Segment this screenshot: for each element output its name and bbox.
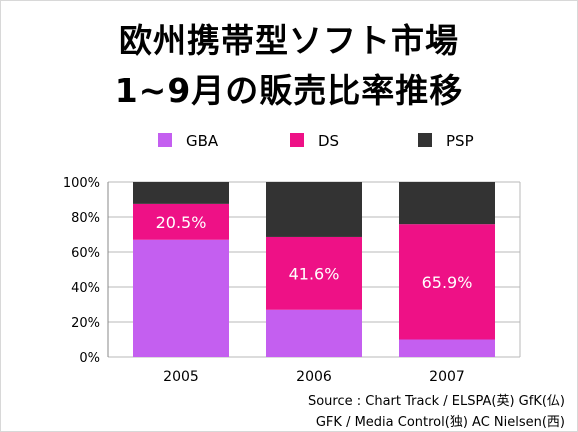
y-tick-label: 80% <box>71 211 100 226</box>
bar-segment-gba-2007 <box>399 339 495 357</box>
bar-segment-ds-2005 <box>133 203 229 240</box>
y-tick-label: 20% <box>71 316 100 331</box>
y-axis-labels: 0% 20% 40% 60% 80% 100% <box>63 176 100 366</box>
bar-segment-ds-2007 <box>399 224 495 340</box>
x-axis-labels: 2005 2006 2007 <box>163 369 465 385</box>
y-tick-label: 60% <box>71 246 100 261</box>
x-tick-label: 2006 <box>296 369 332 385</box>
slide-title-line-2: 1~9月の販売比率推移 <box>114 71 464 110</box>
y-tick-label: 40% <box>71 281 100 296</box>
data-labels: 20.5% 41.6% 65.9% <box>156 213 473 292</box>
y-tick-label: 0% <box>79 351 100 366</box>
data-label: 20.5% <box>156 213 207 232</box>
legend-label-psp: PSP <box>446 132 474 150</box>
bar-segment-ds-2006 <box>266 236 362 310</box>
source-line-1: Source : Chart Track / ELSPA(英) GfK(仏) <box>308 394 565 409</box>
legend-label-ds: DS <box>318 132 339 150</box>
source-line-2: GFK / Media Control(独) AC Nielsen(西) <box>316 415 565 430</box>
legend-swatch-ds <box>290 133 304 147</box>
chart-legend: GBA DS PSP <box>158 132 474 150</box>
legend-swatch-gba <box>158 133 172 147</box>
x-tick-label: 2007 <box>429 369 465 385</box>
bar-segment-gba-2005 <box>133 239 229 357</box>
data-label: 41.6% <box>289 264 340 283</box>
legend-label-gba: GBA <box>186 132 219 150</box>
bar-segment-psp-2005 <box>133 182 229 204</box>
bar-segment-psp-2006 <box>266 182 362 237</box>
y-tick-label: 100% <box>63 176 100 191</box>
slide-title-line-1: 欧州携帯型ソフト市場 <box>119 21 459 60</box>
x-tick-label: 2005 <box>163 369 199 385</box>
chart-bars <box>133 182 495 357</box>
data-label: 65.9% <box>422 273 473 292</box>
bar-segment-gba-2006 <box>266 309 362 357</box>
bar-segment-psp-2007 <box>399 182 495 225</box>
legend-swatch-psp <box>418 133 432 147</box>
